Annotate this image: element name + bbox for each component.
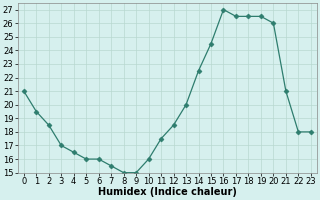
X-axis label: Humidex (Indice chaleur): Humidex (Indice chaleur) — [98, 187, 237, 197]
